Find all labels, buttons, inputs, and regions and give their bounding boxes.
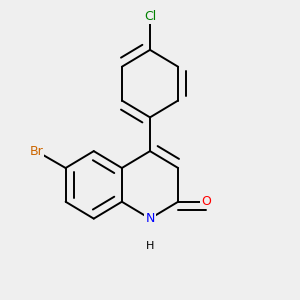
Text: Cl: Cl: [144, 11, 156, 23]
Text: Br: Br: [29, 145, 43, 158]
Text: H: H: [146, 241, 154, 250]
Text: N: N: [145, 212, 155, 225]
Text: O: O: [201, 195, 211, 208]
